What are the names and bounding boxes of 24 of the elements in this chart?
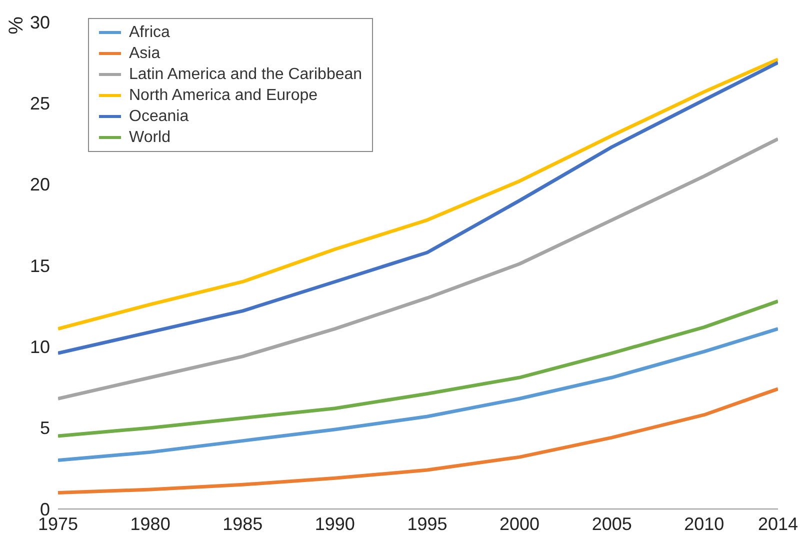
y-tick-label: 25 [30, 94, 50, 114]
legend-label: Africa [129, 23, 170, 43]
y-tick-label: 5 [40, 418, 50, 438]
y-tick-label: 30 [30, 12, 50, 32]
legend-label: Latin America and the Caribbean [129, 65, 362, 85]
x-tick-label: 1985 [222, 514, 263, 534]
line-series [58, 299, 778, 438]
line-series [58, 387, 778, 495]
x-tick-label: 2000 [500, 514, 540, 534]
x-tick-label: 2014 [758, 514, 798, 534]
legend-label: North America and Europe [129, 86, 318, 106]
y-tick-label: 15 [30, 256, 50, 276]
x-tick-label: 2010 [684, 514, 724, 534]
x-tick-label: 1980 [130, 514, 170, 534]
line-series [58, 327, 778, 462]
y-axis-title: % [5, 16, 28, 34]
x-tick-label: 2005 [592, 514, 632, 534]
legend-label: Asia [129, 44, 160, 64]
y-tick-label: 10 [30, 337, 50, 358]
x-tick-label: 1990 [314, 514, 355, 534]
y-tick-label: 20 [30, 174, 50, 195]
legend-label: World [129, 128, 170, 148]
legend-label: Oceania [129, 107, 189, 127]
x-tick-label: 1995 [407, 514, 448, 534]
